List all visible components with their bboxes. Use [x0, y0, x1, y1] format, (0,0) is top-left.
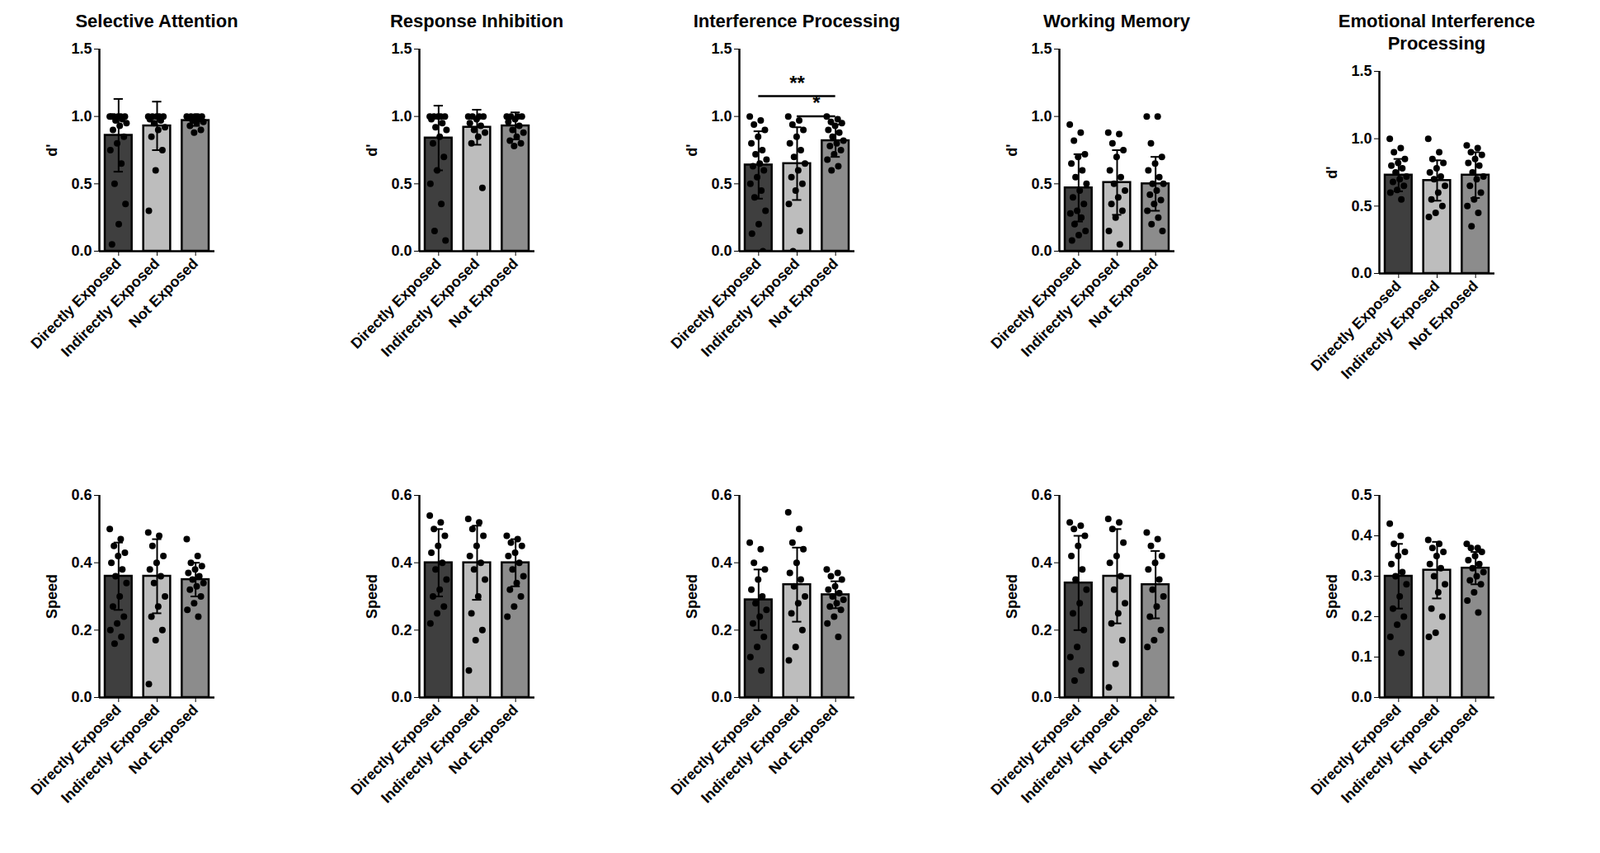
- svg-text:0.3: 0.3: [1350, 567, 1372, 584]
- svg-text:Not Exposed: Not Exposed: [445, 701, 522, 777]
- svg-text:*: *: [812, 91, 821, 114]
- svg-text:1.5: 1.5: [390, 40, 412, 57]
- svg-text:**: **: [789, 71, 805, 95]
- svg-text:Directly Exposed: Directly Exposed: [987, 254, 1085, 352]
- svg-text:0.5: 0.5: [390, 175, 412, 193]
- svg-text:d': d': [1003, 143, 1021, 156]
- svg-text:Not Exposed: Not Exposed: [1405, 277, 1482, 353]
- svg-text:0.0: 0.0: [710, 242, 732, 259]
- svg-text:0.0: 0.0: [70, 688, 92, 706]
- svg-text:1.5: 1.5: [70, 40, 92, 57]
- svg-text:0.2: 0.2: [1030, 621, 1052, 639]
- html-text:Working Memory: Working Memory: [1043, 10, 1191, 32]
- svg-text:0.0: 0.0: [1350, 264, 1372, 282]
- svg-text:Directly Exposed: Directly Exposed: [667, 701, 765, 798]
- svg-text:0.4: 0.4: [1350, 527, 1372, 544]
- svg-text:1.5: 1.5: [1030, 40, 1052, 57]
- svg-text:1.0: 1.0: [70, 108, 92, 125]
- svg-text:Indirectly Exposed: Indirectly Exposed: [1017, 254, 1123, 360]
- svg-text:0.5: 0.5: [710, 175, 732, 193]
- svg-text:Not Exposed: Not Exposed: [125, 254, 202, 331]
- svg-text:0.1: 0.1: [1350, 648, 1372, 665]
- html-text:Emotional Interference Process: Emotional Interference Processing: [1338, 10, 1536, 54]
- svg-text:Directly Exposed: Directly Exposed: [1307, 277, 1405, 375]
- svg-text:Directly Exposed: Directly Exposed: [27, 254, 125, 352]
- svg-text:0.6: 0.6: [710, 486, 732, 504]
- svg-text:Indirectly Exposed: Indirectly Exposed: [57, 701, 163, 807]
- svg-text:Indirectly Exposed: Indirectly Exposed: [57, 254, 163, 360]
- svg-text:0.0: 0.0: [1030, 242, 1052, 259]
- svg-text:d': d': [43, 143, 61, 156]
- svg-text:1.0: 1.0: [710, 108, 732, 125]
- svg-text:1.0: 1.0: [390, 108, 412, 125]
- svg-text:0.0: 0.0: [1350, 688, 1372, 706]
- svg-text:Directly Exposed: Directly Exposed: [347, 254, 445, 352]
- svg-text:Not Exposed: Not Exposed: [765, 701, 842, 777]
- svg-text:0.6: 0.6: [70, 486, 92, 504]
- svg-text:Not Exposed: Not Exposed: [765, 254, 842, 331]
- svg-text:0.0: 0.0: [390, 242, 412, 259]
- svg-text:0.4: 0.4: [710, 554, 732, 571]
- svg-text:Directly Exposed: Directly Exposed: [27, 701, 125, 798]
- svg-text:0.6: 0.6: [1030, 486, 1052, 504]
- svg-text:0.0: 0.0: [710, 688, 732, 706]
- svg-text:Speed: Speed: [363, 574, 381, 619]
- svg-text:Speed: Speed: [1323, 574, 1341, 619]
- svg-text:Indirectly Exposed: Indirectly Exposed: [377, 701, 483, 807]
- svg-text:Directly Exposed: Directly Exposed: [347, 701, 445, 798]
- svg-text:1.0: 1.0: [1350, 130, 1372, 147]
- svg-text:0.0: 0.0: [1030, 688, 1052, 706]
- svg-text:Indirectly Exposed: Indirectly Exposed: [1337, 701, 1443, 807]
- svg-text:Directly Exposed: Directly Exposed: [1307, 701, 1405, 798]
- svg-text:Indirectly Exposed: Indirectly Exposed: [697, 701, 803, 807]
- svg-text:d': d': [363, 143, 381, 156]
- svg-text:Indirectly Exposed: Indirectly Exposed: [1017, 701, 1123, 807]
- svg-text:0.4: 0.4: [390, 554, 412, 571]
- svg-text:0.2: 0.2: [390, 621, 412, 639]
- svg-text:0.5: 0.5: [1350, 486, 1372, 504]
- svg-text:Not Exposed: Not Exposed: [125, 701, 202, 777]
- svg-text:Speed: Speed: [43, 574, 61, 619]
- html-text:Selective Attention: Selective Attention: [75, 10, 239, 32]
- svg-text:1.5: 1.5: [1350, 62, 1372, 80]
- svg-text:Not Exposed: Not Exposed: [1085, 254, 1162, 331]
- svg-text:Directly Exposed: Directly Exposed: [987, 701, 1085, 798]
- svg-text:1.0: 1.0: [1030, 108, 1052, 125]
- html-text:Interference Processing: Interference Processing: [693, 10, 901, 32]
- svg-text:Not Exposed: Not Exposed: [1405, 701, 1482, 777]
- svg-text:Not Exposed: Not Exposed: [1085, 701, 1162, 777]
- svg-text:d': d': [1323, 165, 1341, 179]
- svg-text:Indirectly Exposed: Indirectly Exposed: [697, 254, 803, 360]
- svg-text:Not Exposed: Not Exposed: [445, 254, 522, 331]
- svg-text:0.2: 0.2: [70, 621, 92, 639]
- svg-text:Speed: Speed: [1003, 574, 1021, 619]
- svg-text:d': d': [683, 143, 701, 156]
- svg-text:0.0: 0.0: [70, 242, 92, 259]
- svg-text:1.5: 1.5: [710, 40, 732, 57]
- svg-text:Indirectly Exposed: Indirectly Exposed: [1337, 277, 1443, 383]
- svg-text:0.5: 0.5: [1030, 175, 1052, 193]
- svg-text:0.0: 0.0: [390, 688, 412, 706]
- html-text:Response Inhibition: Response Inhibition: [390, 10, 564, 32]
- svg-text:0.2: 0.2: [710, 621, 732, 639]
- svg-text:0.2: 0.2: [1350, 607, 1372, 625]
- svg-text:0.6: 0.6: [390, 486, 412, 504]
- svg-text:0.4: 0.4: [1030, 554, 1052, 571]
- svg-text:Indirectly Exposed: Indirectly Exposed: [377, 254, 483, 360]
- svg-text:Directly Exposed: Directly Exposed: [667, 254, 765, 352]
- svg-text:Speed: Speed: [683, 574, 701, 619]
- svg-text:0.5: 0.5: [70, 175, 92, 193]
- svg-text:0.5: 0.5: [1350, 197, 1372, 215]
- svg-text:0.4: 0.4: [70, 554, 92, 571]
